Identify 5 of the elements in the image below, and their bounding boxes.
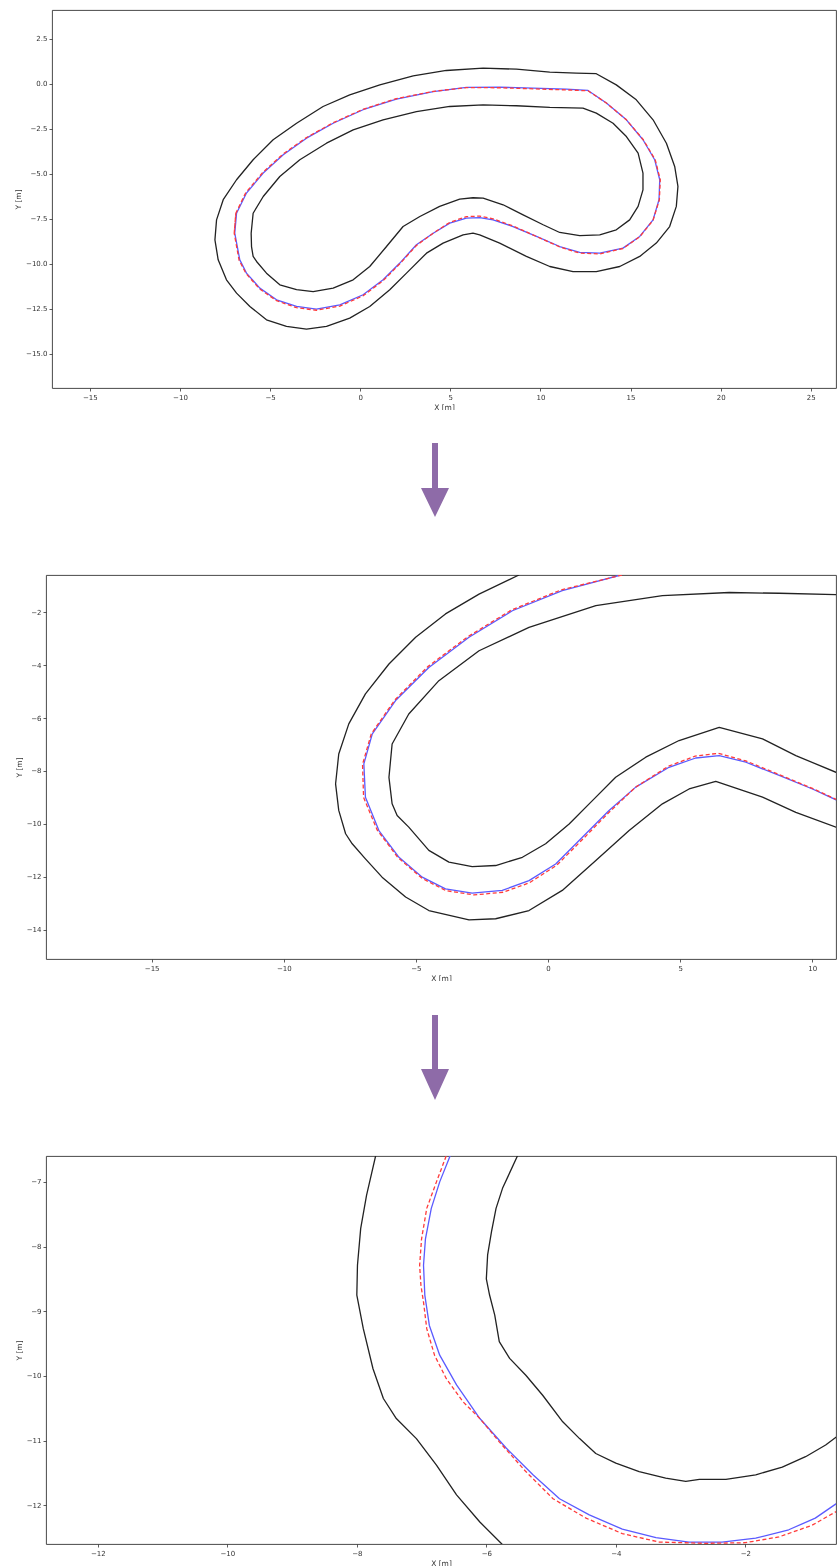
line-series: [250, 104, 644, 293]
line-series: [356, 1156, 503, 1544]
line-series: [214, 67, 679, 330]
line-series: [388, 591, 836, 868]
line-series: [485, 1156, 836, 1482]
